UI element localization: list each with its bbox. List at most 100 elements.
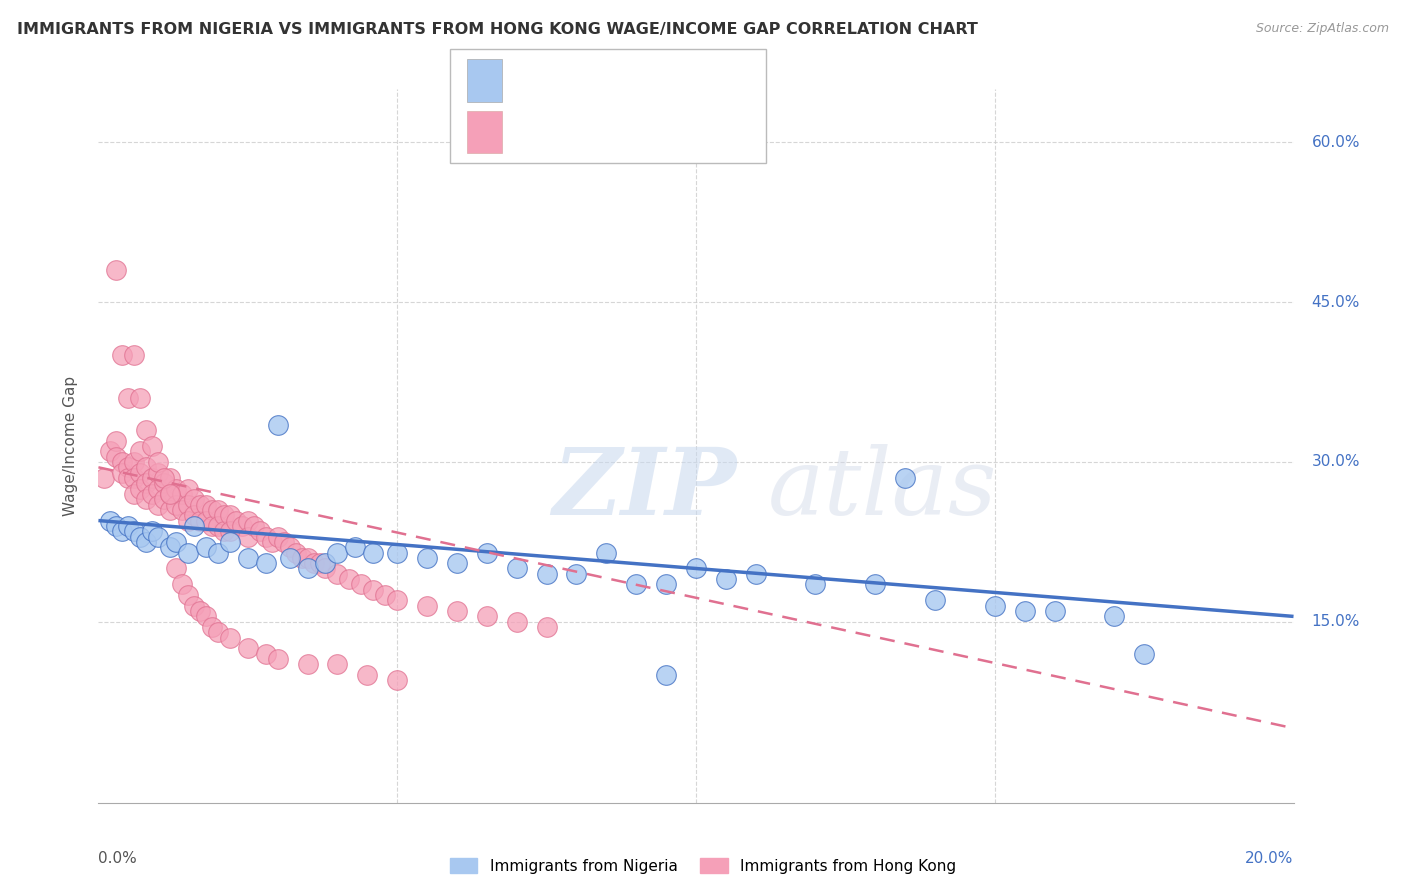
Point — [243, 519, 266, 533]
Point — [135, 423, 157, 437]
Point — [105, 263, 128, 277]
Point — [201, 503, 224, 517]
Point — [655, 668, 678, 682]
Point — [124, 471, 146, 485]
Point — [148, 455, 170, 469]
Point — [626, 577, 648, 591]
Point — [254, 529, 277, 543]
Point — [105, 434, 128, 448]
Point — [219, 508, 242, 523]
Point — [297, 550, 319, 565]
Text: 30.0%: 30.0% — [1312, 455, 1360, 469]
Point — [291, 550, 314, 565]
Point — [254, 556, 277, 570]
Point — [236, 514, 259, 528]
Point — [183, 519, 205, 533]
Point — [894, 471, 917, 485]
Point — [416, 599, 439, 613]
Text: IMMIGRANTS FROM NIGERIA VS IMMIGRANTS FROM HONG KONG WAGE/INCOME GAP CORRELATION: IMMIGRANTS FROM NIGERIA VS IMMIGRANTS FR… — [17, 22, 977, 37]
Text: 48: 48 — [637, 73, 658, 87]
Point — [177, 498, 200, 512]
Point — [141, 439, 163, 453]
Text: R =: R = — [513, 125, 547, 139]
Point — [344, 540, 367, 554]
Point — [165, 534, 187, 549]
Point — [207, 625, 229, 640]
Point — [141, 524, 163, 539]
Point — [141, 487, 163, 501]
Point — [183, 508, 205, 523]
Point — [105, 519, 128, 533]
Legend: Immigrants from Nigeria, Immigrants from Hong Kong: Immigrants from Nigeria, Immigrants from… — [444, 852, 962, 880]
Point — [231, 519, 253, 533]
Text: -0.156: -0.156 — [546, 73, 600, 87]
Point — [385, 593, 409, 607]
Point — [188, 514, 211, 528]
Point — [183, 492, 205, 507]
Point — [177, 588, 200, 602]
Point — [195, 540, 218, 554]
Text: N =: N = — [605, 73, 638, 87]
Point — [308, 556, 330, 570]
Point — [105, 450, 128, 464]
Point — [1014, 604, 1036, 618]
Point — [297, 561, 319, 575]
Point — [207, 545, 229, 559]
Point — [111, 524, 134, 539]
Point — [267, 417, 290, 432]
Point — [363, 582, 385, 597]
Point — [267, 652, 290, 666]
Point — [278, 550, 301, 565]
Point — [195, 498, 218, 512]
Text: -0.153: -0.153 — [546, 125, 600, 139]
Point — [188, 604, 211, 618]
Point — [141, 471, 163, 485]
Text: 20.0%: 20.0% — [1246, 851, 1294, 866]
Point — [201, 620, 224, 634]
Point — [924, 593, 946, 607]
Point — [201, 519, 224, 533]
Point — [124, 487, 146, 501]
Point — [315, 556, 337, 570]
Point — [339, 572, 361, 586]
Point — [273, 534, 295, 549]
Point — [153, 476, 176, 491]
Point — [326, 657, 349, 672]
Point — [745, 566, 768, 581]
Point — [135, 492, 157, 507]
Point — [446, 604, 468, 618]
Point — [565, 566, 588, 581]
Point — [326, 545, 349, 559]
Point — [212, 524, 235, 539]
Point — [219, 534, 242, 549]
Point — [297, 657, 319, 672]
Point — [1104, 609, 1126, 624]
Text: 60.0%: 60.0% — [1312, 135, 1360, 150]
Point — [177, 514, 200, 528]
Point — [207, 519, 229, 533]
Point — [117, 391, 139, 405]
Point — [685, 561, 707, 575]
Point — [159, 503, 181, 517]
Point — [153, 492, 176, 507]
Point — [172, 503, 194, 517]
Point — [148, 482, 170, 496]
Point — [374, 588, 396, 602]
Point — [172, 487, 194, 501]
Point — [260, 534, 283, 549]
Point — [536, 566, 558, 581]
Text: 0.0%: 0.0% — [98, 851, 138, 866]
Point — [385, 673, 409, 688]
Point — [135, 534, 157, 549]
Point — [135, 460, 157, 475]
Point — [506, 615, 529, 629]
Point — [111, 349, 134, 363]
Point — [219, 631, 242, 645]
Point — [267, 529, 290, 543]
Point — [804, 577, 827, 591]
Point — [124, 524, 146, 539]
Point — [124, 455, 146, 469]
Point — [177, 545, 200, 559]
Point — [195, 514, 218, 528]
Text: N =: N = — [605, 125, 638, 139]
